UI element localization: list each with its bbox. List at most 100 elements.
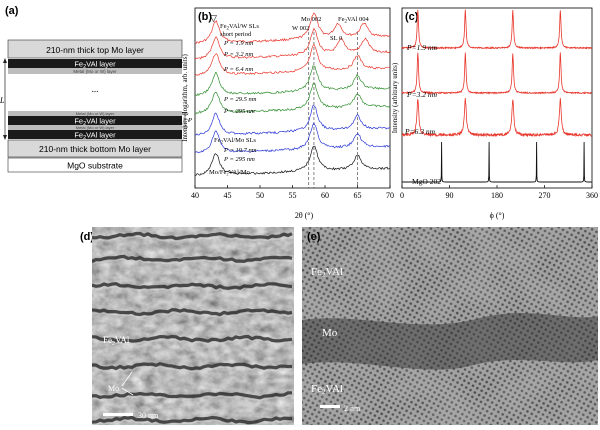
panel-d-scalebar-label: 30 nm: [138, 411, 159, 420]
panel-d-mo-stripe-edge-2: [92, 258, 293, 265]
panel-b-series-line-4: [194, 65, 391, 97]
peak-fe2val004-label: Fe2VAl 004: [338, 16, 369, 25]
panel-c-y-label: Intensity (arbitrary units): [391, 62, 399, 133]
panel-d-mo-stripe-6: [92, 362, 293, 371]
metal-layer-top-label: Metal (Mo or W) layer: [73, 69, 117, 74]
panel-b-series-line-6: [194, 104, 391, 136]
c-mgo-label: MgO 202: [412, 177, 441, 186]
short-period-label: short period: [220, 31, 252, 38]
bottom-mo-layer-label: 210-nm thick bottom Mo layer: [39, 144, 151, 154]
layer-ellipsis: ...: [92, 84, 99, 94]
panel-c-series-line-4: [402, 141, 592, 183]
panel-e-mo-band: [302, 312, 598, 370]
panel-b-reference-lines: [308, 32, 358, 188]
panel-b-x-tick-label-5: 60: [321, 191, 329, 200]
metal-layer-mid-2: [8, 125, 182, 130]
b-p-label-7: P = 295 nm: [223, 156, 255, 163]
panel-d-mo-pointer-1: [121, 371, 133, 387]
panel-d-mo-stripe-2: [92, 254, 293, 264]
panel-b-x-tick-label-4: 55: [289, 191, 297, 200]
b-p-label-4: P = 29.5 nm: [223, 96, 257, 103]
panel-b-series-line-2: [194, 27, 391, 60]
reference-sample-label: Mo/Fe₂VAl/Mo: [209, 169, 250, 176]
b-p-label-2: P = 3.2 nm: [223, 51, 253, 58]
panel-b-x-tick-label-3: 50: [256, 191, 264, 200]
panel-c-annotations: P=1.9 nm P=3.2 nm P=6.3 nm MgO 202: [404, 43, 441, 186]
panel-b-triangle: ▽: [210, 13, 217, 23]
panel-b-series-line-8: [194, 145, 391, 176]
panel-b-x-label: 2θ (°): [295, 211, 314, 220]
b-p-label-3: P = 6.4 nm: [223, 66, 253, 73]
panel-d-mo-stripe-edge-7: [92, 395, 293, 402]
panel-d-annotations: Fe2VAl Mo 30 nm: [103, 335, 159, 420]
panel-b-letter: (b): [198, 11, 212, 23]
panel-c: (c) P=1.9 nm P=3.2 nm P=6.3 nm MgO 202 0…: [391, 7, 598, 220]
panel-e-annotations: Fe2VAl Mo Fe2VAl 2 nm: [311, 266, 361, 413]
panel-d-mo-stripe-edge-1: [92, 235, 293, 243]
mo-sl-label: Fe2VAl/Mo SLs: [214, 137, 256, 146]
panel-d-mo-stripe-edge-3: [92, 286, 293, 292]
metal-layer-mid-2-label: Metal (Mo or W) layer: [76, 125, 115, 130]
period-label: P: [187, 117, 192, 124]
panel-e-scalebar: [320, 405, 340, 408]
b-p-label-5: P = 295 nm: [223, 108, 255, 115]
panel-c-x-tick-label-2: 90: [446, 191, 454, 200]
panel-d-mo-stripe-5: [92, 334, 293, 343]
panel-b-x-tick-label-7: 70: [386, 191, 394, 200]
panel-b-series-line-1: [194, 12, 391, 45]
panel-b: (b) ▽ Fe2VAl/W SLs short period P = 1.9 …: [181, 7, 394, 220]
c-p-label-1: P=1.9 nm: [406, 43, 438, 52]
b-p-label-1: P = 1.9 nm: [223, 40, 253, 47]
panel-b-series-line-7: [194, 122, 391, 153]
panel-c-x-label: ϕ (°): [490, 211, 505, 220]
panel-b-series-line-5: [194, 82, 391, 115]
panel-d-mo-stripe-7: [92, 391, 293, 400]
peak-mo002-label: Mo 002: [301, 16, 321, 23]
panel-e: (e) Fe2VAl Mo Fe2VAl 2 nm: [302, 227, 598, 425]
panel-d-mo-stripes: [92, 231, 293, 425]
panel-d-mo-stripe-1: [92, 231, 293, 241]
panel-d-mo-pointer-2: [121, 387, 134, 396]
metal-layer-mid-1-label: Metal (Mo or W) layer: [76, 111, 115, 116]
panel-c-letter: (c): [405, 11, 419, 23]
panel-b-x-tick-label-1: 40: [191, 191, 199, 200]
panel-b-series-line-3: [194, 43, 391, 76]
panel-b-x-tick-label-2: 45: [224, 191, 232, 200]
panel-e-scalebar-label: 2 nm: [344, 404, 361, 413]
panel-c-series-line-3: [401, 97, 592, 138]
panel-d-letter: (d): [80, 231, 94, 243]
panel-d-image: [92, 227, 294, 425]
panel-d-mo-stripe-edge-4: [92, 312, 293, 319]
panel-a: (a) 210-nm thick top Mo layer Fe2VAl lay…: [0, 5, 192, 173]
panel-e-image: [302, 227, 598, 425]
panel-c-series: [401, 9, 593, 183]
panel-d-mo-stripe-edge-8: [92, 419, 292, 425]
panel-e-letter: (e): [307, 231, 321, 243]
top-mo-layer: [7, 39, 183, 59]
c-p-label-3: P=6.3 nm: [404, 127, 436, 136]
panel-d: (d) Fe2VAl Mo 30 nm: [80, 227, 294, 425]
fe2val-layer-top: [8, 59, 182, 68]
panel-e-mo-label: Mo: [322, 327, 338, 339]
fe2val-layer-bottom-label: Fe2VAl layer: [74, 131, 116, 142]
panel-c-x-ticks: 0 90 180 270 360: [400, 185, 598, 200]
panel-b-series: [194, 12, 391, 176]
panel-e-contrast: [302, 227, 598, 425]
panel-e-fe2val-label-top: Fe2VAl: [311, 266, 343, 279]
panel-c-series-line-1: [401, 9, 593, 50]
w-sl-label: Fe2VAl/W SLs: [220, 23, 259, 32]
mgo-substrate-label: MgO substrate: [67, 161, 123, 171]
peak-w002-label: W 002: [292, 25, 309, 32]
panel-c-x-tick-label-4: 270: [539, 191, 551, 200]
panel-d-mo-stripe-edge-5: [92, 338, 293, 345]
panel-d-mo-stripe-edge-6: [92, 366, 293, 373]
panel-b-annotations: Fe2VAl/W SLs short period P = 1.9 nm P =…: [209, 16, 369, 176]
panel-b-x-ticks: 40 45 50 55 60 65 70: [191, 185, 394, 200]
panel-e-fe2val-label-bottom: Fe2VAl: [311, 383, 343, 396]
fe2val-layer-bottom: [8, 130, 182, 139]
metal-layer-mid-1: [8, 111, 182, 116]
panel-d-fe2val-label: Fe2VAl: [103, 335, 130, 347]
fe2val-layer-mid-label: Fe2VAl layer: [74, 117, 116, 128]
top-mo-layer-label: 210-nm thick top Mo layer: [46, 45, 144, 55]
